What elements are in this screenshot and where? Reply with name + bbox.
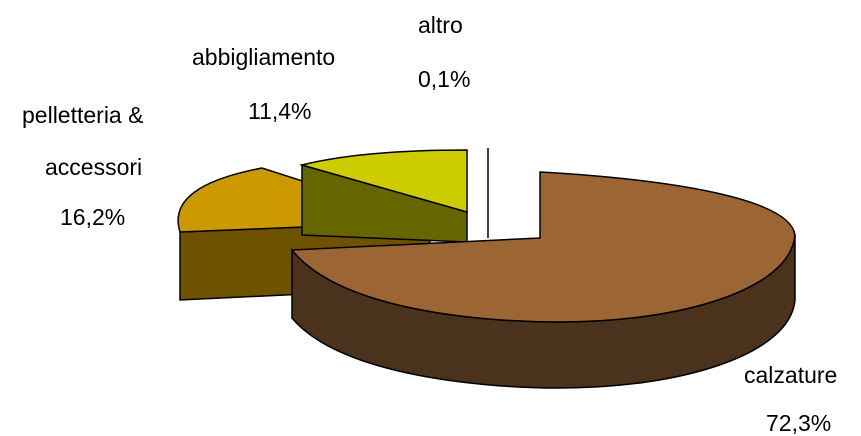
label-pelletteria-line1: pelletteria & bbox=[22, 102, 144, 128]
value-abbigliamento: 11,4% bbox=[248, 98, 312, 124]
slice-calzature bbox=[290, 171, 796, 389]
slice-abbigliamento-top bbox=[299, 149, 468, 213]
slice-calzature-top bbox=[290, 171, 796, 323]
label-altro: altro bbox=[418, 12, 463, 38]
label-calzature: calzature bbox=[744, 362, 838, 388]
value-calzature: 72,3% bbox=[766, 410, 832, 436]
label-pelletteria-line2: accessori bbox=[45, 154, 143, 180]
value-pelletteria: 16,2% bbox=[60, 204, 126, 230]
slice-abbigliamento bbox=[299, 149, 468, 243]
label-abbigliamento: abbigliamento bbox=[192, 44, 336, 70]
value-altro: 0,1% bbox=[418, 66, 471, 92]
